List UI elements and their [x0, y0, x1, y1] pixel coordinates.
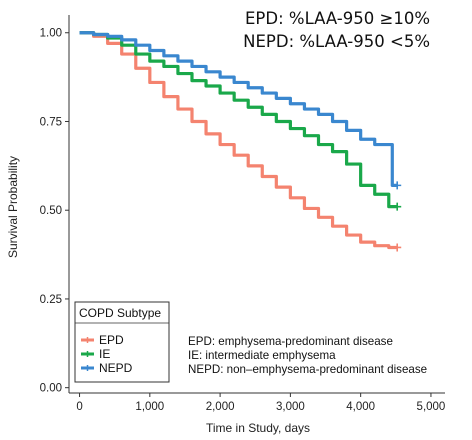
definitions: EPD: emphysema-predominant disease IE: i… [188, 335, 427, 376]
x-axis-title: Time in Study, days [206, 421, 310, 435]
x-tick-label: 0 [76, 401, 82, 413]
series-layer [79, 31, 402, 252]
definition-ie: IE: intermediate emphysema [188, 349, 336, 362]
y-axis-title: Survival Probability [6, 156, 20, 258]
y-ticks: 0.00 0.25 0.50 0.75 1.00 [40, 28, 69, 395]
definition-nepd: NEPD: non–emphysema-predominant disease [188, 363, 427, 376]
y-tick-label: 0.25 [40, 294, 62, 306]
legend-title: COPD Subtype [79, 306, 161, 320]
criteria-line-1: EPD: %LAA-950 ≥10% [245, 9, 430, 28]
definition-epd: EPD: emphysema-predominant disease [188, 335, 393, 348]
curve-nepd [79, 31, 398, 187]
legend-label-ie: IE [99, 347, 110, 361]
x-tick-label: 5,000 [417, 401, 446, 413]
y-tick-label: 0.75 [40, 116, 62, 128]
curve-epd [79, 31, 398, 250]
x-tick-label: 3,000 [276, 401, 305, 413]
axes [68, 15, 445, 394]
curve-ie [79, 31, 398, 209]
y-tick-label: 0.00 [40, 383, 62, 395]
x-tick-label: 2,000 [206, 401, 235, 413]
y-tick-label: 0.50 [40, 205, 62, 217]
censor-mark-nepd [393, 181, 402, 190]
x-tick-label: 4,000 [346, 401, 375, 413]
criteria-line-2: NEPD: %LAA-950 <5% [243, 32, 430, 51]
x-tick-label: 1,000 [135, 401, 164, 413]
y-tick-label: 1.00 [40, 28, 62, 40]
legend-label-nepd: NEPD [99, 361, 133, 375]
x-ticks: 0 1,000 2,000 3,000 4,000 5,000 [76, 393, 445, 413]
censor-mark-ie [393, 202, 402, 211]
censor-mark-epd [393, 243, 402, 252]
legend-label-epd: EPD [99, 333, 124, 347]
